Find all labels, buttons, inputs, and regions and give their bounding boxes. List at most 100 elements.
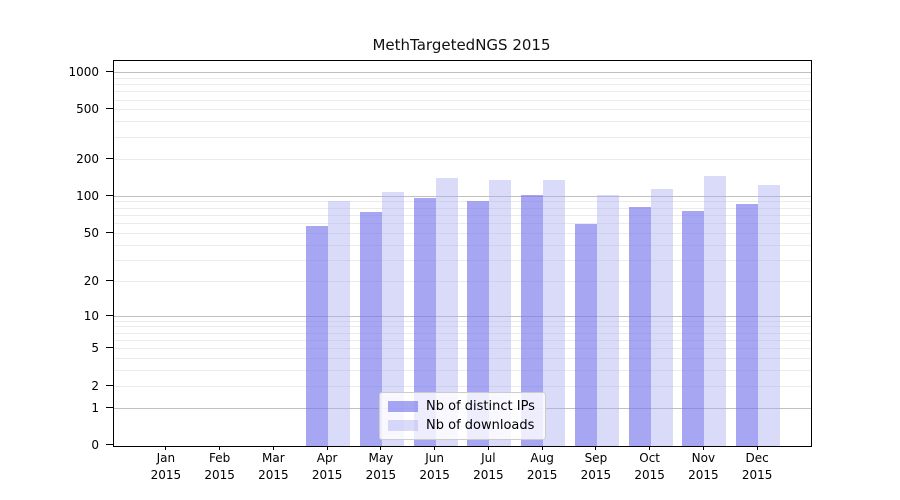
gridline-minor-2 — [114, 385, 811, 387]
gridline-minor-900 — [114, 77, 811, 79]
x-tick-label-month: Jul — [481, 451, 496, 465]
y-tick-mark — [106, 444, 113, 445]
bar-ips-jun — [413, 198, 436, 446]
bar-group-jun — [409, 61, 463, 446]
x-slot-jan: Jan 2015 — [139, 446, 193, 484]
bar-group-dec — [731, 61, 785, 446]
bar-group-oct — [624, 61, 678, 446]
gridline-minor-60 — [114, 223, 811, 225]
x-tick-mark — [649, 446, 651, 450]
x-slot-jun: Jun 2015 — [408, 446, 462, 484]
bar-downloads-sep — [596, 195, 619, 446]
gridline-major-1000 — [114, 72, 811, 74]
bar-ips-may — [359, 211, 382, 446]
x-tick-label-month: Aug — [530, 451, 554, 465]
x-tick-mark — [756, 446, 758, 450]
y-tick-mark — [106, 157, 113, 159]
x-slot-jul: Jul 2015 — [462, 446, 516, 484]
x-tick-label-month: May — [368, 451, 394, 465]
gridline-minor-40 — [114, 244, 811, 246]
y-tick-mark — [106, 108, 113, 110]
bar-ips-oct — [628, 206, 651, 446]
y-tick-label-1: 1 — [91, 400, 99, 415]
x-slot-may: May 2015 — [354, 446, 408, 484]
y-tick-mark — [106, 194, 113, 196]
x-tick-label-month: Jun — [425, 451, 444, 465]
bar-downloads-dec — [758, 184, 781, 446]
bar-ips-dec — [736, 204, 759, 446]
x-tick-mark — [326, 446, 328, 450]
x-slot-feb: Feb 2015 — [193, 446, 247, 484]
x-slot-dec: Dec 2015 — [730, 446, 784, 484]
bar-group-may — [355, 61, 409, 446]
x-tick-label-year: 2015 — [580, 468, 612, 482]
legend-swatch-downloads — [388, 420, 418, 431]
x-slot-nov: Nov 2015 — [677, 446, 731, 484]
x-tick-mark — [380, 446, 382, 450]
gridline-minor-400 — [114, 121, 811, 123]
x-tick-label-year: 2015 — [365, 468, 397, 482]
bar-group-apr — [301, 61, 355, 446]
y-tick-label-100: 100 — [76, 188, 99, 203]
y-axis: 0 1 2 5 10 20 50 100 200 500 1000 — [0, 60, 113, 452]
y-tick-label-20: 20 — [83, 273, 99, 288]
y-tick-label-50: 50 — [83, 225, 99, 240]
gridline-minor-500 — [114, 109, 811, 111]
y-tick-mark — [106, 71, 113, 73]
legend-row-downloads: Nb of downloads — [388, 418, 535, 433]
x-tick-mark — [434, 446, 436, 450]
bar-downloads-oct — [650, 189, 673, 446]
x-tick-label-year: 2015 — [526, 468, 558, 482]
x-tick-label-year: 2015 — [311, 468, 343, 482]
x-slot-mar: Mar 2015 — [247, 446, 301, 484]
bars-row — [114, 61, 811, 446]
gridline-minor-700 — [114, 91, 811, 93]
x-slot-oct: Oct 2015 — [623, 446, 677, 484]
y-tick-label-2: 2 — [91, 378, 99, 393]
x-tick-label-month: Feb — [209, 451, 231, 465]
x-tick-label-month: Dec — [745, 451, 769, 465]
bar-ips-aug — [521, 195, 544, 446]
bar-group-sep — [570, 61, 624, 446]
x-tick-label-month: Apr — [316, 451, 338, 465]
x-tick-label-year: 2015 — [150, 468, 182, 482]
gridline-minor-70 — [114, 214, 811, 216]
y-tick-label-1000: 1000 — [68, 65, 99, 80]
y-tick-label-5: 5 — [91, 341, 99, 356]
bar-group-aug — [516, 61, 570, 446]
x-tick-label-year: 2015 — [204, 468, 235, 482]
y-tick-mark — [106, 314, 113, 316]
x-tick-label-year: 2015 — [688, 468, 719, 482]
gridline-minor-7 — [114, 332, 811, 334]
gridline-minor-6 — [114, 339, 811, 341]
y-tick-mark — [106, 406, 113, 408]
x-tick-mark — [272, 446, 274, 450]
x-axis: Jan 2015 Feb 2015 Mar 2015 Apr 2015 May 2015 Jun 20… — [113, 446, 810, 484]
bar-group-feb — [194, 61, 248, 446]
bar-downloads-nov — [704, 175, 727, 446]
plot-area — [113, 60, 812, 447]
x-tick-label-month: Nov — [691, 451, 716, 465]
bar-ips-apr — [306, 225, 329, 446]
bar-ips-nov — [682, 210, 705, 446]
x-tick-mark — [219, 446, 221, 450]
bar-downloads-aug — [543, 179, 566, 446]
x-tick-label-month: Sep — [584, 451, 608, 465]
x-tick-label-year: 2015 — [634, 468, 665, 482]
legend-swatch-ips — [388, 401, 418, 412]
bar-downloads-apr — [328, 200, 351, 446]
x-tick-mark — [165, 446, 167, 450]
x-tick-label-year: 2015 — [258, 468, 289, 482]
x-tick-mark — [702, 446, 704, 450]
x-tick-mark — [487, 446, 489, 450]
x-tick-label-month: Oct — [639, 451, 660, 465]
x-tick-label-year: 2015 — [741, 468, 773, 482]
bar-ips-jul — [467, 201, 490, 446]
x-slot-apr: Apr 2015 — [300, 446, 354, 484]
x-tick-mark — [595, 446, 597, 450]
y-tick-mark — [106, 231, 113, 233]
bar-group-mar — [248, 61, 302, 446]
gridline-minor-200 — [114, 158, 811, 160]
chart-title: MethTargetedNGS 2015 — [372, 36, 551, 54]
